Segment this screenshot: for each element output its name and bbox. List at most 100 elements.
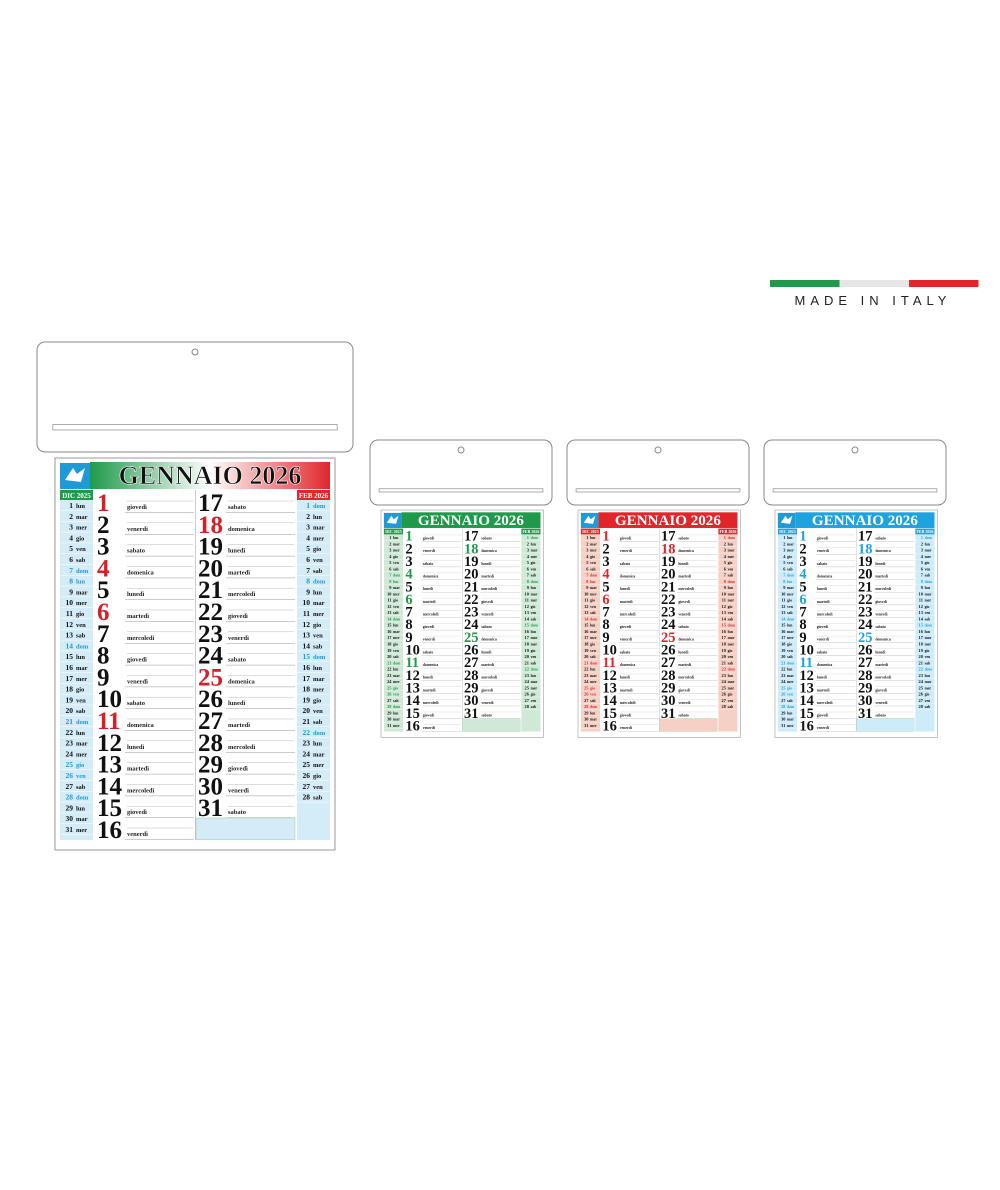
- side-day-name: mar: [393, 586, 400, 590]
- logo-mark: [65, 468, 85, 482]
- side-day-name: dom: [787, 661, 795, 665]
- day-name: sabato: [817, 562, 828, 566]
- day-name: sabato: [678, 714, 689, 718]
- side-day-number: 11: [387, 598, 391, 603]
- side-day-number: 22: [919, 667, 923, 672]
- side-day-number: 27: [722, 698, 727, 703]
- side-day-name: gio: [76, 687, 84, 694]
- side-day-number: 15: [919, 623, 924, 628]
- side-day-name: dom: [925, 624, 933, 628]
- side-day-name: lun: [76, 579, 85, 586]
- side-day-number: 14: [525, 616, 530, 621]
- side-day-number: 16: [722, 629, 727, 634]
- day-name: lunedì: [817, 587, 827, 591]
- day-number: 22: [198, 599, 223, 626]
- side-day-number: 8: [527, 579, 530, 584]
- day-number: 24: [464, 617, 479, 633]
- day-number: 18: [198, 512, 223, 539]
- side-day-number: 21: [303, 717, 311, 726]
- side-day-name: gio: [313, 546, 321, 553]
- hanging-hole: [851, 446, 859, 454]
- side-day-number: 21: [525, 660, 529, 665]
- day-name: lunedì: [481, 562, 491, 566]
- side-day-name: dom: [787, 574, 795, 578]
- side-day-number: 10: [919, 591, 923, 596]
- side-day-number: 9: [69, 587, 73, 596]
- side-day-name: mar: [787, 630, 794, 634]
- day-number: 19: [858, 554, 873, 570]
- day-number: 11: [405, 655, 419, 671]
- day-name: domenica: [620, 575, 636, 579]
- day-number: 9: [97, 664, 110, 691]
- side-day-name: ven: [76, 622, 86, 629]
- side-day-number: 4: [921, 554, 924, 559]
- day-number: 19: [661, 554, 676, 570]
- side-day-name: sab: [531, 574, 536, 578]
- side-day-number: 23: [66, 739, 74, 748]
- day-number: 27: [198, 708, 223, 735]
- side-day-number: 12: [66, 620, 74, 629]
- side-day-name: mar: [925, 636, 932, 640]
- day-name: domenica: [678, 638, 694, 642]
- side-day-name: lun: [728, 586, 734, 590]
- side-day-number: 7: [586, 573, 589, 578]
- side-day-number: 25: [722, 685, 727, 690]
- day-number: 6: [97, 599, 110, 626]
- side-day-number: 27: [303, 782, 311, 791]
- side-day-name: mer: [531, 686, 538, 690]
- side-day-name: mar: [590, 586, 597, 590]
- side-day-number: 17: [584, 635, 589, 640]
- day-number: 13: [405, 680, 420, 696]
- logo-mark: [583, 515, 596, 524]
- side-day-name: lun: [531, 630, 537, 634]
- side-day-number: 4: [306, 533, 310, 542]
- side-day-number: 20: [919, 654, 923, 659]
- side-month: DIC 2025: [385, 529, 402, 534]
- side-month: FEB 2026: [916, 529, 933, 534]
- day-name: martedì: [228, 722, 250, 729]
- side-day-name: sab: [590, 611, 595, 615]
- side-day-number: 18: [781, 641, 786, 646]
- day-number: 25: [464, 630, 479, 646]
- day-name: martedì: [481, 575, 494, 579]
- side-day-name: dom: [313, 654, 326, 661]
- side-day-number: 1: [586, 535, 588, 540]
- day-name: giovedì: [678, 600, 690, 604]
- side-day-number: 25: [387, 685, 392, 690]
- side-day-number: 8: [783, 579, 786, 584]
- side-day-number: 24: [303, 749, 311, 758]
- side-day-name: gio: [313, 697, 321, 704]
- side-day-number: 8: [724, 579, 727, 584]
- day-name: venerdì: [423, 549, 435, 553]
- day-number: 14: [799, 693, 814, 709]
- side-day-name: mer: [393, 636, 400, 640]
- side-day-name: lun: [76, 503, 85, 510]
- side-day-name: ven: [313, 708, 323, 715]
- side-day-number: 28: [584, 704, 589, 709]
- side-day-number: 7: [69, 566, 73, 575]
- side-day-name: ven: [531, 655, 538, 659]
- side-day-name: mer: [590, 724, 597, 728]
- side-day-number: 2: [69, 512, 73, 521]
- day-number: 13: [799, 680, 814, 696]
- side-day-number: 6: [586, 566, 589, 571]
- side-day-number: 25: [919, 685, 924, 690]
- side-day-name: mer: [787, 724, 794, 728]
- side-day-name: sab: [76, 633, 86, 640]
- side-day-number: 16: [919, 629, 924, 634]
- side-day-name: gio: [925, 561, 930, 565]
- side-column: [383, 534, 404, 732]
- day-name: sabato: [678, 625, 689, 629]
- day-number: 19: [198, 534, 223, 561]
- side-day-number: 24: [66, 749, 74, 758]
- day-name: venerdì: [127, 678, 148, 685]
- day-name: domenica: [481, 549, 497, 553]
- side-day-name: ven: [925, 611, 932, 615]
- side-day-name: mer: [728, 555, 735, 559]
- day-name: sabato: [875, 625, 886, 629]
- hanging-hole: [191, 348, 199, 356]
- side-day-number: 25: [303, 760, 311, 769]
- side-day-name: sab: [76, 557, 86, 564]
- day-number: 11: [602, 655, 616, 671]
